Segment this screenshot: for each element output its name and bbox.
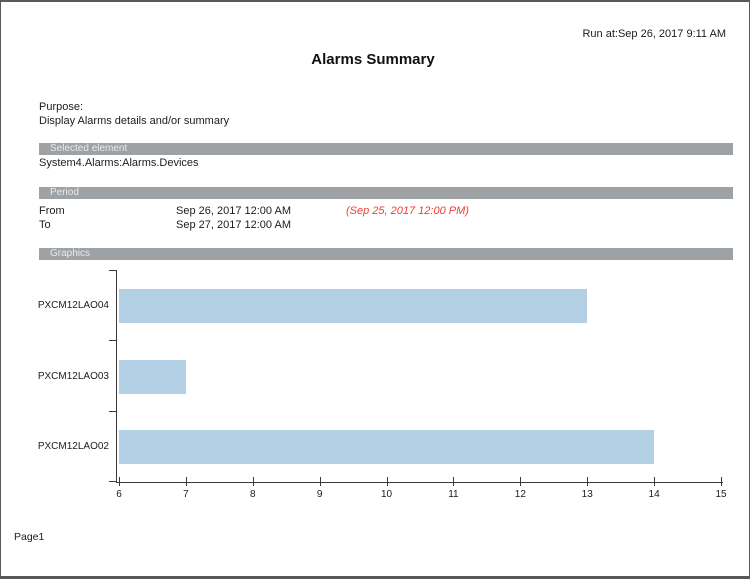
y-axis-tick [109, 270, 117, 271]
x-axis-tick [119, 477, 120, 486]
x-axis-tick-label: 13 [581, 489, 593, 500]
x-axis-line [116, 482, 723, 483]
x-axis-tick [185, 477, 187, 486]
x-axis-tick-label: 7 [183, 489, 189, 500]
x-axis-tick [453, 477, 455, 486]
purpose-text: Display Alarms details and/or summary [39, 115, 230, 127]
chart-bar [119, 429, 655, 464]
x-axis-tick-label: 14 [648, 489, 660, 500]
x-axis-tick [654, 477, 656, 486]
chart-category-label: PXCM12LAO04 [37, 300, 109, 312]
period-to-value: Sep 27, 2017 12:00 AM [176, 219, 291, 231]
period-to-row: To Sep 27, 2017 12:00 AM [39, 219, 733, 232]
x-axis-tick [252, 477, 254, 486]
section-header-graphics: Graphics [39, 248, 733, 260]
chart-bar [119, 289, 588, 324]
x-axis-tick-label: 15 [715, 489, 727, 500]
x-axis-tick [386, 477, 388, 486]
period-to-label: To [39, 219, 51, 231]
period-from-row: From Sep 26, 2017 12:00 AM (Sep 25, 2017… [39, 205, 733, 218]
x-axis-tick [520, 477, 522, 486]
chart-category-label: PXCM12LAO02 [37, 440, 109, 452]
x-axis-tick-label: 6 [116, 489, 122, 500]
selected-element-value: System4.Alarms:Alarms.Devices [39, 157, 199, 169]
section-header-selected-element: Selected element [39, 143, 733, 155]
period-from-value: Sep 26, 2017 12:00 AM [176, 205, 291, 217]
x-axis-tick [587, 477, 589, 486]
y-axis-tick [109, 410, 117, 412]
x-axis-tick-label: 9 [316, 489, 323, 500]
page-number: Page1 [14, 531, 45, 543]
y-axis-line [116, 270, 117, 483]
page-title: Alarms Summary [311, 51, 435, 68]
x-axis-tick-label: 10 [380, 489, 393, 500]
x-axis-tick-label: 8 [249, 489, 256, 500]
chart-bar [119, 359, 186, 394]
run-at-timestamp: Run at:Sep 26, 2017 9:11 AM [582, 28, 726, 40]
section-header-period: Period [39, 187, 733, 199]
purpose-label: Purpose: [39, 101, 84, 113]
period-from-label: From [39, 205, 65, 217]
x-axis-tick [319, 477, 321, 486]
chart-category-label: PXCM12LAO03 [37, 370, 109, 382]
x-axis-tick-label: 12 [514, 489, 526, 500]
x-axis-tick-label: 11 [448, 489, 459, 500]
y-axis-tick [109, 481, 117, 482]
y-axis-tick [109, 340, 117, 342]
x-axis-tick [721, 477, 722, 486]
period-from-note: (Sep 25, 2017 12:00 PM) [346, 205, 469, 217]
